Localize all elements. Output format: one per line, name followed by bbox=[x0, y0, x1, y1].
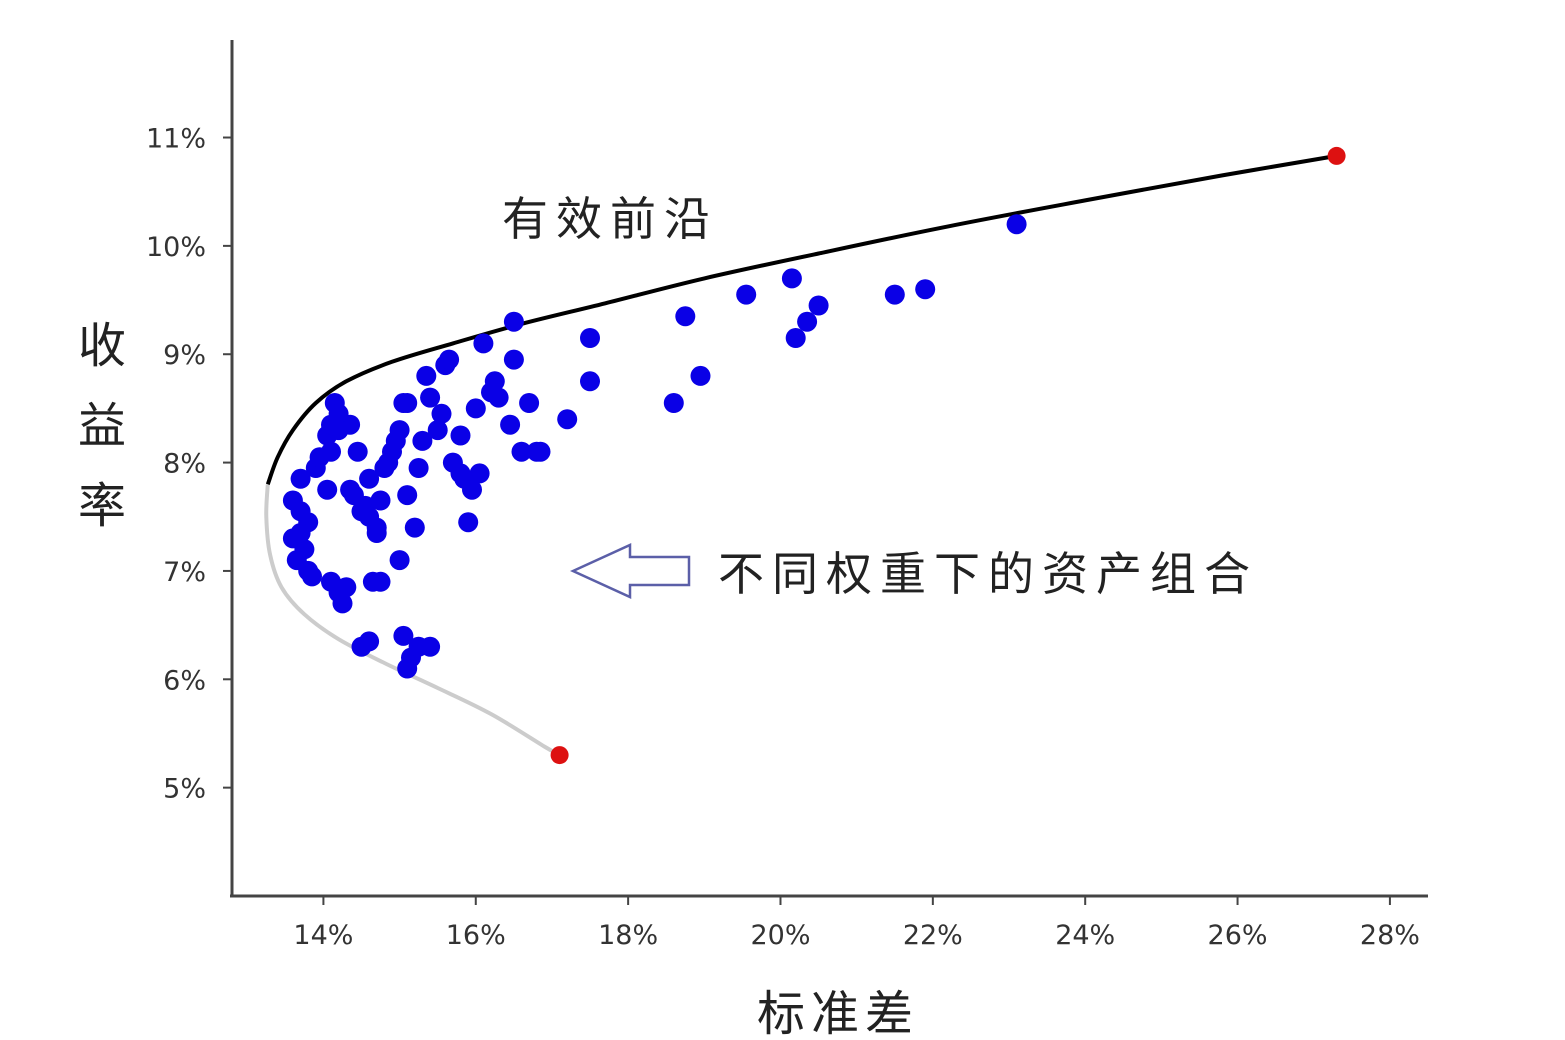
portfolio-point bbox=[781, 268, 802, 289]
portfolio-point bbox=[519, 393, 540, 413]
y-axis-title: 收 益 率 bbox=[78, 318, 126, 534]
y-tick-label: 10% bbox=[146, 232, 206, 263]
x-tick-label: 16% bbox=[446, 920, 506, 951]
frontier-annotation: 有效前沿 bbox=[502, 192, 718, 246]
portfolio-point bbox=[484, 371, 505, 392]
y-axis-title-char: 益 bbox=[78, 398, 126, 454]
portfolio-point bbox=[366, 523, 387, 543]
portfolio-point bbox=[736, 284, 757, 305]
portfolio-point bbox=[404, 517, 425, 538]
endpoint-point bbox=[1327, 146, 1346, 165]
portfolio-point bbox=[511, 441, 532, 462]
x-ticks: 14% 16% 18% 20% 22% 24% 26% 28% bbox=[293, 896, 1420, 951]
portfolio-point bbox=[336, 577, 357, 598]
portfolio-point bbox=[359, 631, 380, 652]
left-arrow-icon bbox=[569, 543, 691, 599]
portfolio-point bbox=[359, 468, 380, 489]
y-ticks: 5% 6% 7% 8% 9% 10% 11% bbox=[146, 124, 232, 805]
portfolio-point bbox=[557, 409, 578, 430]
portfolio-point bbox=[808, 295, 829, 316]
portfolio-point bbox=[526, 441, 547, 462]
portfolio-point bbox=[416, 365, 437, 386]
portfolio-point bbox=[393, 625, 414, 646]
portfolio-point bbox=[290, 468, 311, 489]
portfolio-point bbox=[500, 414, 521, 435]
y-tick-label: 6% bbox=[163, 665, 206, 696]
portfolio-point bbox=[427, 420, 448, 441]
portfolio-point bbox=[397, 393, 418, 413]
y-tick-label: 8% bbox=[163, 449, 206, 480]
portfolio-point bbox=[797, 311, 818, 332]
y-tick-label: 11% bbox=[146, 124, 206, 155]
portfolio-point bbox=[503, 349, 524, 370]
portfolio-point bbox=[503, 311, 524, 332]
x-tick-label: 28% bbox=[1360, 920, 1420, 951]
portfolio-point bbox=[462, 479, 482, 500]
portfolio-point bbox=[328, 403, 349, 424]
portfolio-point bbox=[347, 441, 368, 462]
x-axis-title: 标准差 bbox=[757, 986, 919, 1040]
y-axis-title-char: 收 bbox=[78, 318, 126, 374]
portfolio-point bbox=[397, 658, 418, 679]
portfolio-point bbox=[397, 485, 418, 506]
portfolio-point bbox=[332, 593, 353, 614]
portfolio-point bbox=[317, 479, 338, 500]
portfolio-point bbox=[328, 420, 349, 441]
portfolio-point bbox=[450, 425, 471, 446]
axes: 14% 16% 18% 20% 22% 24% 26% 28% 5% 6% 7% 8% 9% 10% 11… bbox=[146, 40, 1428, 951]
portfolio-point bbox=[580, 371, 600, 392]
endpoint-points bbox=[550, 146, 1346, 765]
portfolio-point bbox=[1006, 214, 1027, 235]
x-tick-label: 22% bbox=[903, 920, 963, 951]
portfolio-point bbox=[785, 328, 806, 348]
portfolio-point bbox=[458, 512, 479, 533]
portfolio-point bbox=[690, 365, 711, 386]
inefficient-frontier-line bbox=[264, 484, 561, 757]
portfolio-points bbox=[282, 214, 1027, 679]
portfolio-point bbox=[321, 441, 341, 462]
portfolio-point bbox=[469, 463, 490, 484]
frontier-curves bbox=[264, 153, 1337, 757]
portfolio-point bbox=[473, 333, 494, 354]
portfolio-point bbox=[408, 458, 429, 478]
x-tick-label: 20% bbox=[750, 920, 810, 951]
efficient-frontier-line bbox=[265, 153, 1337, 485]
y-axis-title-char: 率 bbox=[78, 478, 126, 534]
portfolio-point bbox=[420, 387, 441, 408]
portfolio-point bbox=[663, 393, 684, 413]
portfolio-point bbox=[370, 490, 391, 511]
y-tick-label: 7% bbox=[163, 557, 206, 588]
portfolio-point bbox=[431, 403, 452, 424]
portfolio-point bbox=[580, 328, 600, 348]
portfolio-point bbox=[302, 566, 322, 587]
portfolio-point bbox=[412, 430, 433, 451]
y-tick-label: 9% bbox=[163, 340, 206, 371]
x-tick-label: 26% bbox=[1208, 920, 1268, 951]
portfolio-point bbox=[370, 571, 391, 592]
portfolio-point bbox=[884, 284, 905, 305]
portfolio-point bbox=[675, 306, 696, 327]
portfolio-point bbox=[450, 463, 471, 484]
portfolio-point bbox=[389, 550, 410, 571]
portfolio-point bbox=[488, 387, 509, 408]
y-tick-label: 5% bbox=[163, 774, 206, 805]
portfolio-point bbox=[389, 420, 410, 441]
portfolio-point bbox=[915, 279, 936, 300]
x-tick-label: 18% bbox=[598, 920, 658, 951]
portfolio-point bbox=[420, 636, 441, 657]
endpoint-point bbox=[550, 746, 569, 765]
portfolio-point bbox=[465, 398, 486, 419]
portfolio-point bbox=[439, 349, 460, 370]
x-tick-label: 14% bbox=[293, 920, 353, 951]
portfolios-annotation: 不同权重下的资产组合 bbox=[718, 547, 1258, 601]
x-tick-label: 24% bbox=[1055, 920, 1115, 951]
arrow-annotation bbox=[569, 543, 691, 599]
portfolio-point bbox=[351, 501, 372, 522]
